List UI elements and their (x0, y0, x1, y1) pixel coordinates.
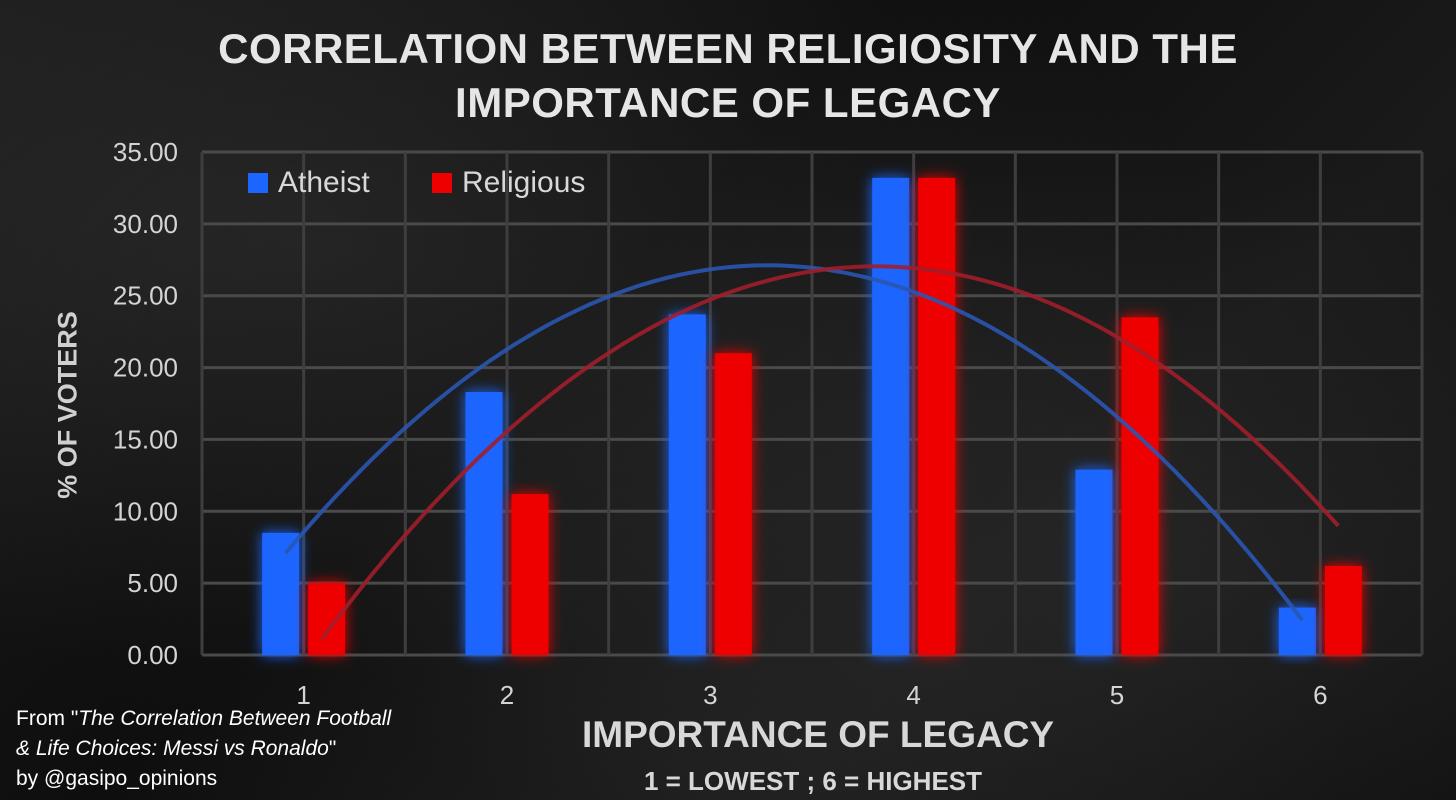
x-axis-sublabel: 1 = LOWEST ; 6 = HIGHEST (643, 766, 983, 796)
source-credit: From "The Correlation Between Football &… (16, 704, 391, 794)
bar-religious-5 (1121, 317, 1159, 655)
x-tick-label: 2 (500, 680, 514, 710)
y-axis-label: % OF VOTERS (52, 311, 83, 499)
x-tick-label: 3 (703, 680, 717, 710)
x-tick-label: 1 (296, 680, 310, 710)
x-tick-label: 6 (1313, 680, 1327, 710)
bars (262, 177, 1362, 655)
y-tick-label: 20.00 (113, 353, 178, 383)
gridlines (200, 150, 1424, 657)
bar-religious-6 (1324, 565, 1362, 655)
y-tick-label: 10.00 (113, 496, 178, 526)
trendline-atheist (284, 263, 1304, 622)
x-tick-label: 4 (906, 680, 920, 710)
credit-line-1: From "The Correlation Between Football (16, 707, 392, 730)
bar-atheist-4 (872, 177, 910, 655)
credit-line-2: & Life Choices: Messi vs Ronaldo" (16, 737, 337, 760)
bar-religious-1 (308, 583, 346, 655)
x-axis-ticks: 1 2 3 4 5 6 (296, 680, 1327, 710)
bar-atheist-2 (465, 392, 503, 655)
chart-title: CORRELATION BETWEEN RELIGIOSITY AND THE … (0, 22, 1456, 130)
y-tick-label: 15.00 (113, 424, 178, 454)
y-tick-label: 25.00 (113, 281, 178, 311)
bar-religious-2 (511, 494, 549, 655)
y-tick-label: 5.00 (127, 568, 178, 598)
bar-religious-3 (714, 353, 752, 655)
trendlines (284, 263, 1340, 641)
legend-label-atheist: Atheist (278, 166, 370, 199)
bar-atheist-1 (262, 532, 300, 655)
bar-atheist-5 (1075, 469, 1113, 655)
bar-atheist-3 (668, 314, 706, 655)
credit-line-3: by @gasipo_opinions (16, 767, 218, 790)
y-tick-label: 30.00 (113, 209, 178, 239)
x-axis-label: IMPORTANCE OF LEGACY (582, 714, 1055, 755)
y-tick-label: 35.00 (113, 137, 178, 167)
bar-religious-4 (918, 177, 956, 655)
legend-swatch-atheist (248, 173, 268, 193)
x-tick-label: 5 (1110, 680, 1124, 710)
legend-item-religious: Religious (432, 166, 585, 200)
legend-label-religious: Religious (462, 166, 586, 199)
legend-swatch-religious (432, 173, 452, 193)
legend-item-atheist: Atheist (248, 166, 370, 200)
chart-title-line-1: CORRELATION BETWEEN RELIGIOSITY AND THE (218, 25, 1238, 72)
y-axis-ticks: 0.00 5.00 10.00 15.00 20.00 25.00 30.00 35.00 (113, 137, 178, 670)
chart-title-line-2: IMPORTANCE OF LEGACY (455, 79, 1001, 126)
y-tick-label: 0.00 (127, 640, 178, 670)
trendline-religious (320, 264, 1340, 641)
